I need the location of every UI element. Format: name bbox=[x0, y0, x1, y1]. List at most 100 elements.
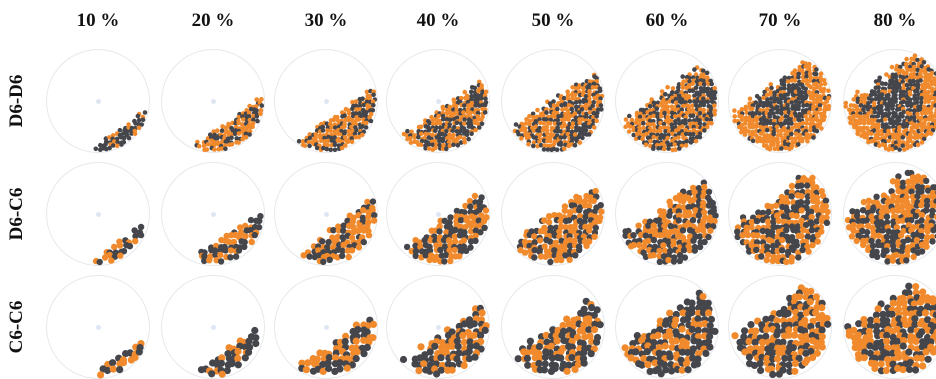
particle bbox=[861, 354, 868, 361]
particle bbox=[815, 129, 820, 134]
particle bbox=[814, 67, 819, 72]
particle bbox=[900, 114, 905, 119]
particle bbox=[809, 242, 815, 248]
particle bbox=[97, 259, 103, 265]
particle bbox=[206, 257, 212, 263]
particle bbox=[103, 142, 108, 147]
particle bbox=[769, 86, 774, 91]
particle bbox=[527, 135, 532, 140]
particle bbox=[849, 233, 855, 239]
particle bbox=[665, 85, 670, 90]
drum-d6-d6-40 bbox=[386, 49, 490, 153]
particle bbox=[417, 343, 424, 350]
column-header-8: 80 % bbox=[855, 10, 935, 32]
particle bbox=[313, 135, 318, 140]
drum-d6-c6-60 bbox=[615, 162, 719, 266]
particle bbox=[349, 125, 354, 130]
particle bbox=[673, 337, 680, 344]
particle bbox=[706, 344, 713, 351]
particle bbox=[922, 348, 929, 355]
particle bbox=[644, 142, 649, 147]
particle bbox=[923, 207, 929, 213]
particle bbox=[698, 111, 703, 116]
particle bbox=[547, 259, 553, 265]
particle bbox=[878, 360, 885, 367]
particle bbox=[244, 135, 249, 140]
particle bbox=[344, 365, 351, 372]
particle bbox=[419, 125, 424, 130]
particle bbox=[709, 121, 714, 126]
particle bbox=[570, 125, 575, 130]
particle bbox=[473, 86, 478, 91]
particle bbox=[679, 326, 686, 333]
particle bbox=[819, 97, 824, 102]
column-header-6: 60 % bbox=[627, 10, 707, 32]
particle-bed bbox=[615, 275, 719, 379]
particle-bed bbox=[501, 162, 605, 266]
particle bbox=[252, 340, 259, 347]
particle bbox=[578, 140, 583, 145]
particle bbox=[819, 126, 824, 131]
particle bbox=[408, 136, 413, 141]
particle bbox=[462, 103, 467, 108]
particle bbox=[443, 252, 449, 258]
particle bbox=[228, 247, 234, 253]
particle bbox=[111, 244, 117, 250]
particle bbox=[899, 366, 906, 373]
particle bbox=[824, 321, 831, 328]
particle bbox=[449, 367, 456, 374]
particle bbox=[297, 139, 302, 144]
particle bbox=[666, 146, 671, 151]
particle bbox=[789, 100, 794, 105]
particle bbox=[336, 365, 343, 372]
particle bbox=[712, 212, 718, 218]
particle bbox=[450, 128, 455, 133]
particle bbox=[805, 248, 811, 254]
particle bbox=[803, 309, 810, 316]
particle bbox=[472, 193, 478, 199]
particle bbox=[741, 327, 748, 334]
particle bbox=[477, 332, 484, 339]
particle-bed bbox=[501, 275, 605, 379]
particle bbox=[242, 354, 249, 361]
particle bbox=[776, 218, 782, 224]
particle bbox=[651, 114, 656, 119]
particle bbox=[746, 129, 751, 134]
particle bbox=[685, 212, 691, 218]
particle bbox=[754, 232, 760, 238]
particle bbox=[805, 103, 810, 108]
particle bbox=[327, 257, 333, 263]
drum-d6-d6-50 bbox=[501, 49, 605, 153]
particle bbox=[765, 128, 770, 133]
particle bbox=[709, 82, 714, 87]
particle bbox=[447, 258, 453, 264]
particle bbox=[364, 110, 369, 115]
particle-bed bbox=[46, 49, 150, 153]
particle bbox=[441, 139, 446, 144]
row-label-d6-c6: D6-C6 bbox=[6, 188, 28, 241]
particle-bed bbox=[46, 275, 150, 379]
particle bbox=[224, 125, 229, 130]
particle bbox=[793, 78, 798, 83]
particle bbox=[854, 238, 860, 244]
particle bbox=[677, 146, 682, 151]
particle bbox=[769, 371, 776, 378]
particle bbox=[236, 140, 241, 145]
particle bbox=[918, 78, 923, 83]
particle bbox=[467, 198, 473, 204]
particle bbox=[709, 113, 714, 118]
column-header-5: 50 % bbox=[513, 10, 593, 32]
particle bbox=[515, 355, 522, 362]
particle bbox=[698, 135, 703, 140]
particle bbox=[536, 343, 543, 350]
particle bbox=[696, 212, 702, 218]
particle bbox=[923, 85, 928, 90]
particle bbox=[340, 242, 346, 248]
particle bbox=[249, 239, 255, 245]
particle bbox=[109, 359, 116, 366]
particle bbox=[690, 197, 696, 203]
particle bbox=[793, 213, 799, 219]
particle bbox=[874, 254, 880, 260]
particle bbox=[897, 128, 902, 133]
